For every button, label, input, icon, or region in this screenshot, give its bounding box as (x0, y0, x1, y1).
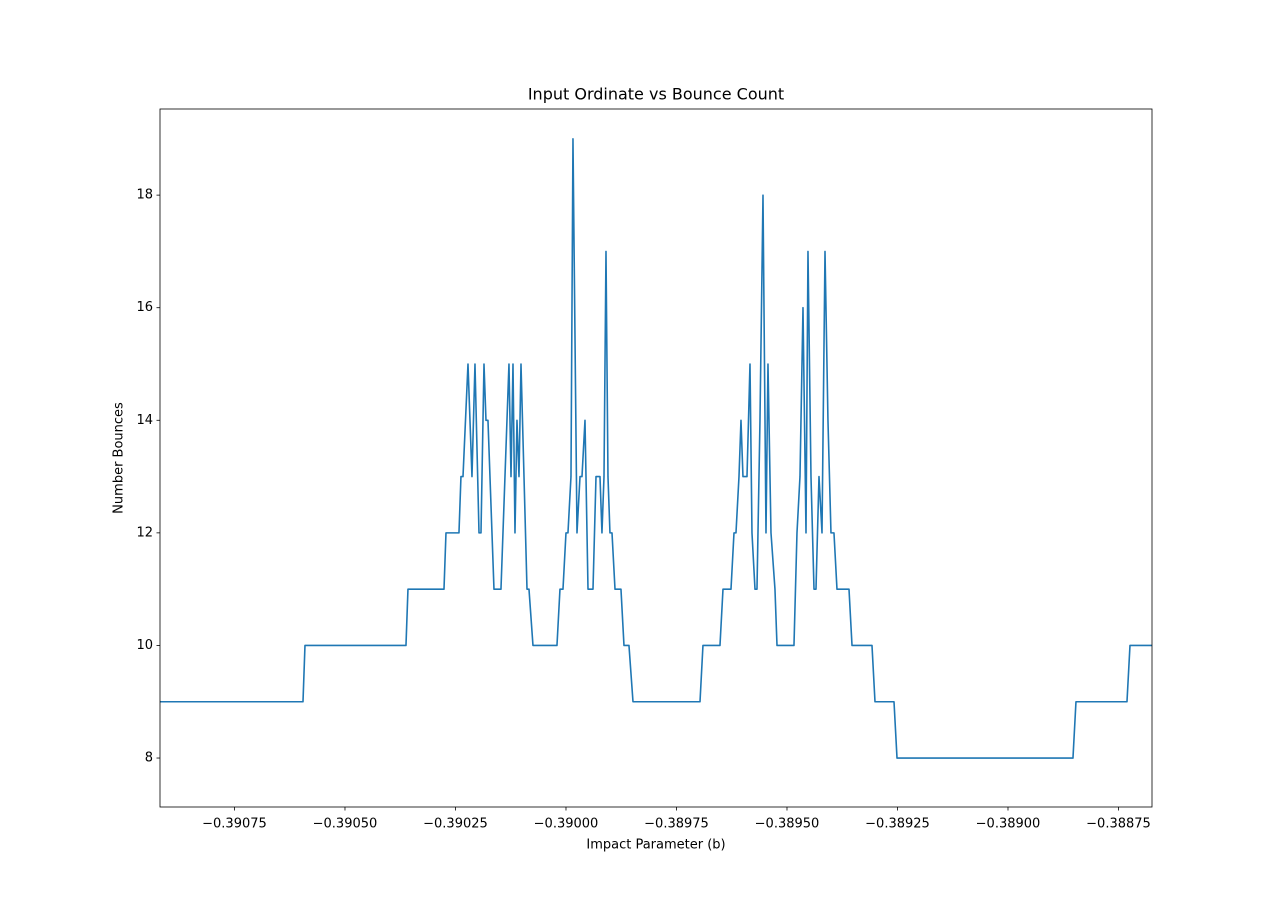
y-tick-label: 18 (136, 188, 153, 203)
x-tick-label: −0.39025 (423, 817, 488, 832)
x-tick-label: −0.38900 (976, 817, 1041, 832)
plot-frame (159, 108, 1153, 808)
x-tick-label: −0.39000 (534, 817, 599, 832)
x-tick-label: −0.39050 (313, 817, 378, 832)
y-tick-label: 8 (145, 751, 153, 766)
x-tick-label: −0.38975 (644, 817, 709, 832)
x-axis-label: Impact Parameter (b) (586, 838, 725, 853)
x-tick-label: −0.38925 (865, 817, 930, 832)
y-axis-label: Number Bounces (112, 402, 127, 514)
data-line (160, 138, 1152, 759)
x-tick-label: −0.38950 (755, 817, 820, 832)
y-tick-label: 16 (136, 300, 153, 315)
chart-title: Input Ordinate vs Bounce Count (528, 85, 784, 104)
x-tick-label: −0.39075 (202, 817, 267, 832)
x-tick-label: −0.38875 (1086, 817, 1151, 832)
y-tick-label: 14 (136, 413, 153, 428)
y-tick-label: 12 (136, 525, 153, 540)
y-tick-label: 10 (136, 638, 153, 653)
